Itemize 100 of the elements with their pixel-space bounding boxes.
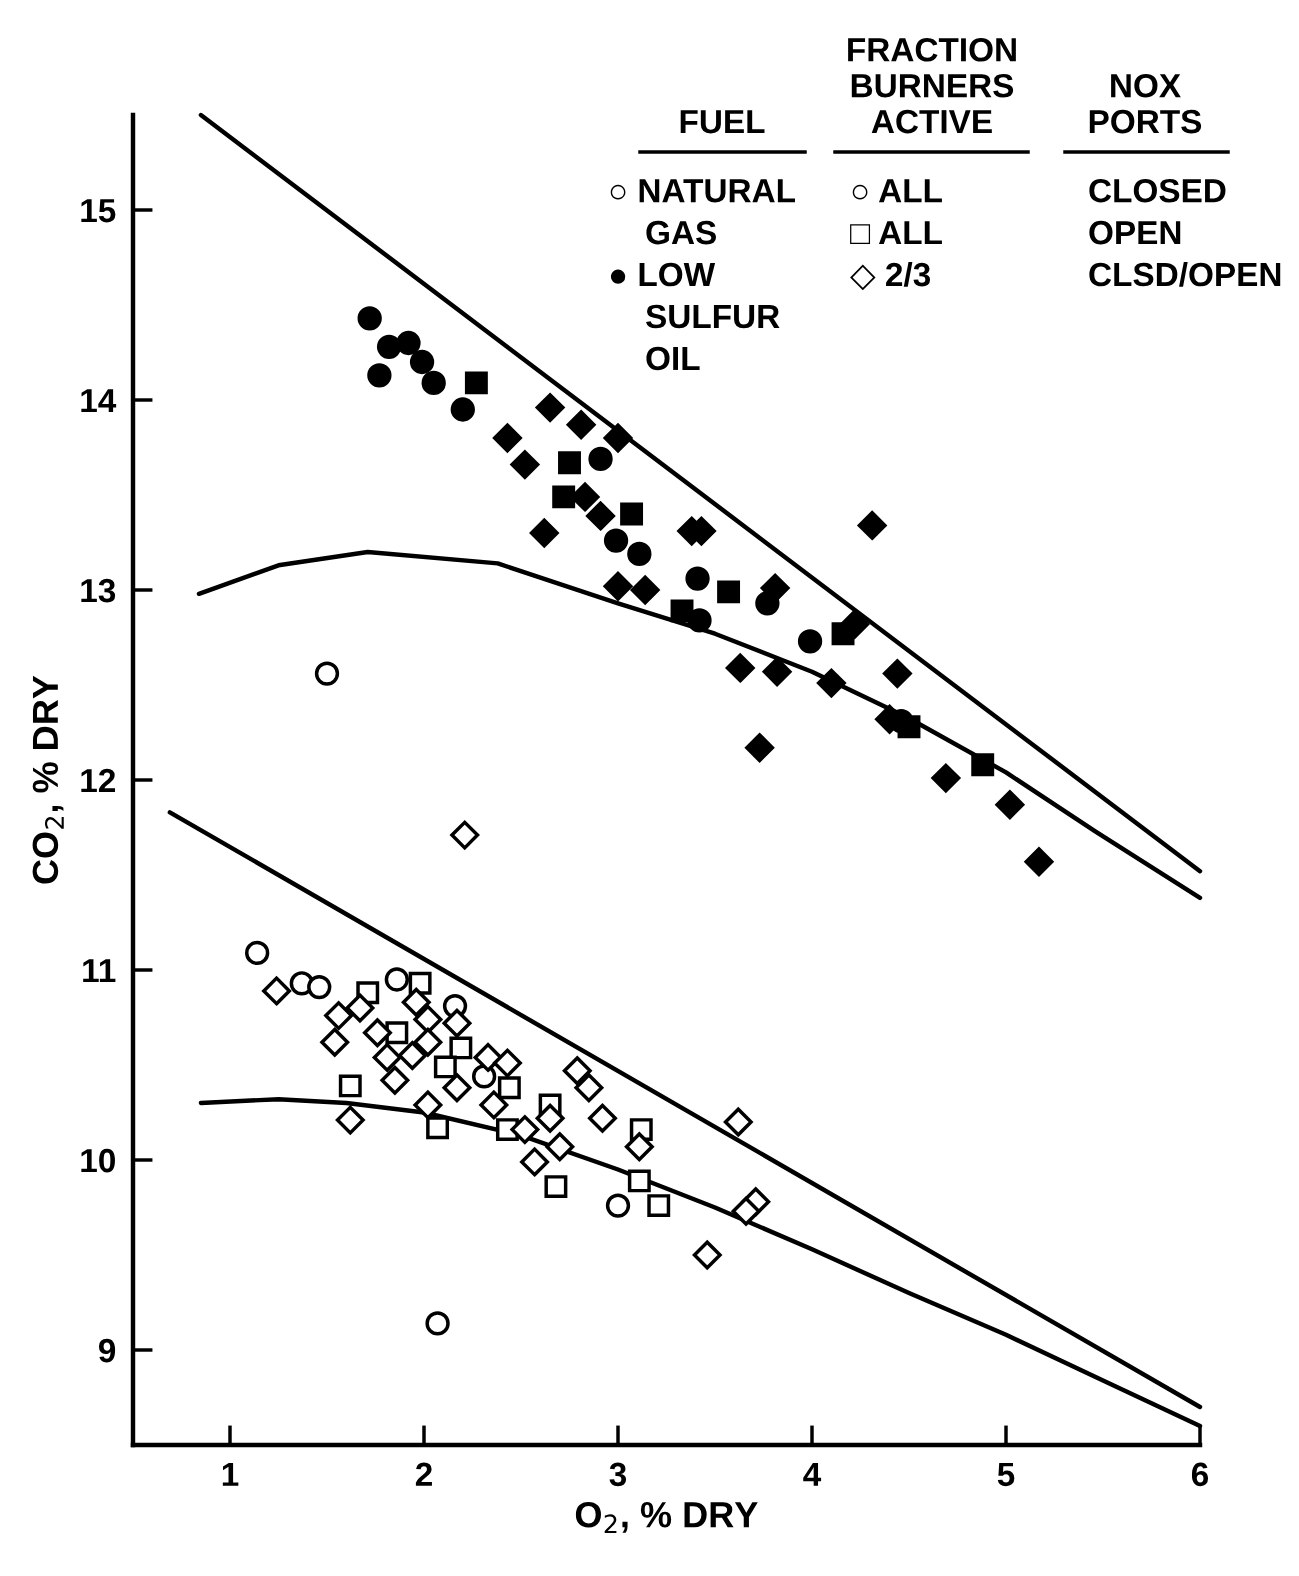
point [545,1132,575,1162]
point [345,993,375,1023]
point [897,715,921,739]
point [857,510,887,540]
point [376,334,402,359]
point [372,1042,402,1072]
point [603,528,629,553]
point [535,1103,565,1133]
point [409,349,435,375]
point [425,1311,450,1336]
point [685,566,710,591]
x-axis-title: O$_{2}$, % DRY [575,1501,758,1534]
point [588,446,613,472]
point [324,1001,354,1031]
point [882,659,912,689]
point [605,1193,631,1218]
point [574,1073,604,1103]
point [307,974,332,1000]
point [433,1055,457,1079]
point [497,1076,521,1100]
point [762,657,792,687]
point [717,580,741,604]
point [492,423,522,453]
point [603,571,633,601]
point [510,450,540,480]
point [816,668,846,698]
point [529,518,559,548]
point [384,967,409,992]
y-tick-label: 11 [83,959,116,983]
point [670,599,694,623]
point [335,1105,365,1135]
line-series [196,549,1203,901]
point [624,1132,654,1162]
y-tick-label: 12 [81,768,115,793]
point [692,1240,722,1270]
point [586,501,616,531]
point [426,1116,450,1140]
annotation: NOX PORTS [1089,73,1202,134]
point [473,1042,503,1072]
point [367,363,392,388]
annotation: ○ ALL □ ALL ◇ 2/3 [850,179,942,291]
point [362,1018,392,1048]
point [520,1147,550,1177]
point [603,423,633,453]
point [647,1194,671,1218]
point [471,1064,497,1089]
point [357,306,382,331]
point [385,1021,409,1045]
point [562,1056,592,1086]
point [566,410,596,440]
point [245,940,270,966]
point [442,1073,472,1103]
point [510,1115,540,1145]
x-tick-label: 3 [609,1462,627,1487]
point [627,1169,651,1193]
x-tick-label: 4 [803,1462,822,1486]
x-tick-label: 2 [415,1462,432,1486]
annotation: FRACTION BURNERS ACTIVE [848,38,1016,134]
x-tick-label: 1 [222,1462,239,1486]
point [1024,847,1054,877]
point [971,753,995,777]
point [995,790,1025,820]
point [479,1090,509,1120]
point [492,1048,522,1078]
annotation: ○ NATURAL GAS ● LOW SULFUR OIL [610,179,795,371]
point [413,1090,443,1120]
point [338,1074,362,1098]
point [397,1040,427,1071]
point [731,1196,761,1226]
point [413,1004,443,1034]
point [620,502,644,526]
point [413,1027,443,1057]
annotation: FUEL [680,110,765,134]
point [687,608,712,633]
point [723,1107,753,1137]
point [558,451,581,475]
point [840,609,870,639]
point [725,653,755,683]
annotation: CLOSED OPEN CLSD/OPEN [1089,178,1281,287]
x-tick-label: 5 [997,1462,1015,1487]
point [931,763,961,793]
y-axis-title: CO$_{2}$, % DRY [32,675,64,884]
y-tick-label: 10 [81,1148,115,1173]
point [760,573,790,603]
point [262,976,292,1006]
point [401,987,431,1017]
y-tick-label: 9 [98,1338,116,1363]
point [797,629,823,654]
point [464,371,488,395]
point [630,575,660,605]
point [421,370,446,396]
point [535,393,565,423]
point [320,1027,350,1057]
point [745,733,775,763]
point [396,330,421,356]
y-tick-label: 13 [81,578,116,603]
point [544,1175,568,1199]
point [587,1103,617,1133]
y-tick-label: 14 [81,389,117,413]
point [450,820,480,850]
